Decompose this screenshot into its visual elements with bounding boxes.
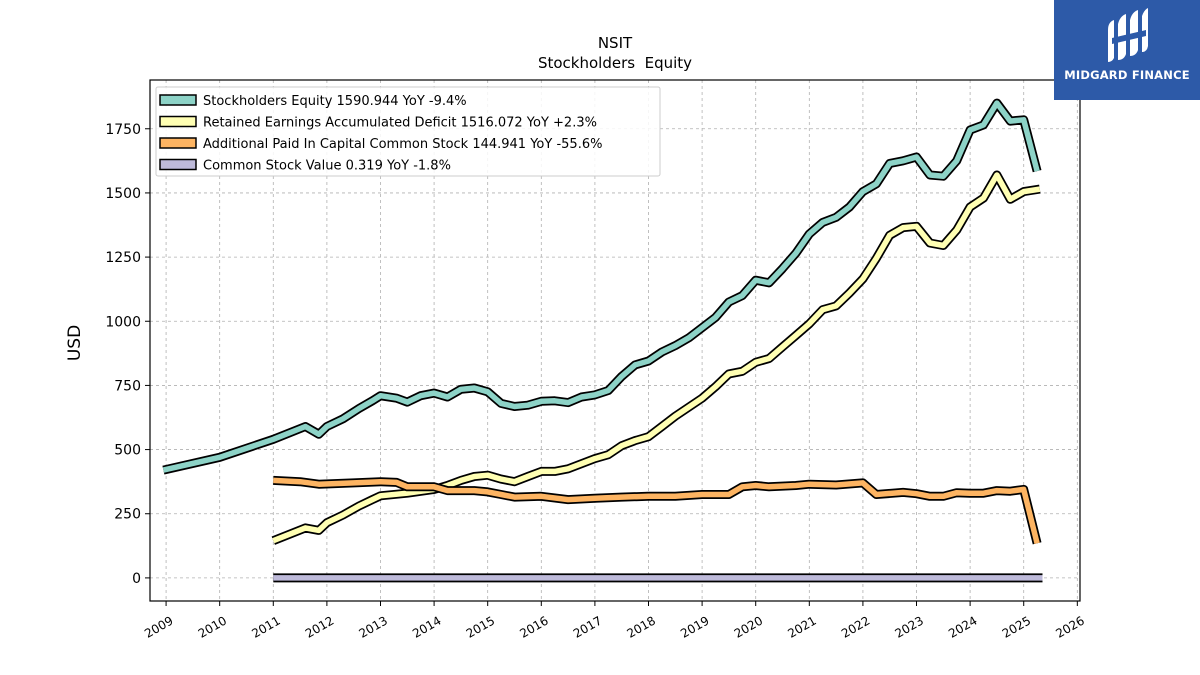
y-axis-label: USD <box>65 325 85 361</box>
x-ticks: 2009 2010 2011 2012 2013 2014 2015 2016 2017 2018… <box>142 601 1087 641</box>
x-tick-label: 2023 <box>893 613 926 640</box>
x-tick-label: 2021 <box>785 613 818 640</box>
brand-logo: MIDGARD FINANCE <box>1054 0 1200 100</box>
legend: Stockholders Equity 1590.944 YoY -9.4% Re… <box>155 86 661 177</box>
series-layer <box>162 98 1043 583</box>
x-tick-label: 2020 <box>732 613 765 640</box>
legend-label-1: Retained Earnings Accumulated Deficit 15… <box>203 116 597 131</box>
legend-label-3: Common Stock Value 0.319 YoY -1.8% <box>203 159 451 174</box>
x-tick-label: 2012 <box>303 613 336 640</box>
x-tick-label: 2022 <box>839 613 872 640</box>
y-tick-label: 1250 <box>105 250 141 266</box>
legend-swatch-0 <box>159 94 197 106</box>
x-tick-label: 2016 <box>517 613 550 640</box>
x-tick-label: 2010 <box>196 613 229 640</box>
x-tick-label: 2013 <box>357 613 390 640</box>
legend-swatch-3 <box>159 158 197 171</box>
x-tick-label: 2015 <box>464 613 497 640</box>
x-tick-label: 2026 <box>1053 613 1086 640</box>
legend-swatch-1 <box>159 115 197 128</box>
x-tick-label: 2025 <box>1000 613 1033 640</box>
chart-title: NSIT <box>598 34 633 52</box>
x-tick-label: 2019 <box>678 613 711 640</box>
chart-subtitle: Stockholders Equity <box>538 54 692 72</box>
y-tick-label: 1000 <box>105 314 141 330</box>
y-tick-label: 500 <box>114 443 141 459</box>
x-tick-label: 2014 <box>410 613 443 640</box>
x-tick-label: 2018 <box>625 613 658 640</box>
brand-name: MIDGARD FINANCE <box>1064 68 1190 82</box>
y-tick-label: 750 <box>114 378 141 394</box>
y-tick-label: 250 <box>114 507 141 523</box>
series-outline-2 <box>273 475 1042 545</box>
x-tick-label: 2009 <box>142 613 175 640</box>
legend-box <box>155 86 661 177</box>
series-line-2 <box>273 477 1040 544</box>
x-tick-label: 2017 <box>571 613 604 640</box>
x-tick-label: 2011 <box>249 613 282 640</box>
y-tick-label: 0 <box>132 571 141 587</box>
plot-frame <box>149 79 1081 602</box>
y-tick-label: 1750 <box>105 122 141 138</box>
legend-swatch-2 <box>159 137 197 149</box>
y-ticks: 0 250 500 750 1000 1250 1500 1750 <box>105 122 150 587</box>
series-line-0 <box>162 100 1040 473</box>
brand-mark-icon <box>1108 8 1148 62</box>
legend-label-2: Additional Paid In Capital Common Stock … <box>203 137 602 152</box>
x-tick-label: 2024 <box>946 613 979 640</box>
y-tick-label: 1500 <box>105 186 141 202</box>
legend-label-0: Stockholders Equity 1590.944 YoY -9.4% <box>203 94 467 109</box>
